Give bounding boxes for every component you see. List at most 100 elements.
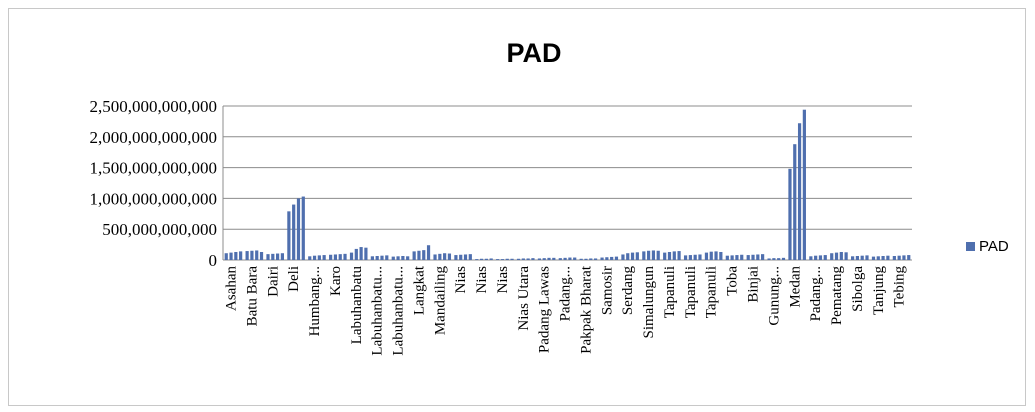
bar xyxy=(823,255,827,260)
bar xyxy=(772,258,776,260)
bar xyxy=(626,253,630,260)
bar xyxy=(489,258,493,260)
bar xyxy=(250,250,254,260)
x-category-label: Tapanuli xyxy=(683,266,699,318)
bar xyxy=(280,253,284,260)
bar xyxy=(396,256,400,260)
x-category-label: Labuhanbatu xyxy=(349,266,365,345)
x-category-label: Simalungun xyxy=(641,266,657,339)
bar xyxy=(688,255,692,260)
bar xyxy=(621,254,625,260)
bar xyxy=(584,258,588,260)
bar xyxy=(860,255,864,260)
y-tick-label: 500,000,000,000 xyxy=(102,220,217,239)
bar xyxy=(802,109,806,260)
bar xyxy=(349,252,354,260)
bar xyxy=(647,250,651,260)
x-category-label: Medan xyxy=(787,266,803,308)
bar xyxy=(510,258,514,260)
x-category-label: Nias Utara xyxy=(516,266,532,331)
x-category-label: Padang... xyxy=(808,266,824,321)
bar xyxy=(338,254,342,260)
x-category-label: Dairi xyxy=(265,266,281,297)
y-tick-label: 2,000,000,000,000 xyxy=(90,128,218,147)
bar xyxy=(354,248,358,260)
bar xyxy=(271,253,275,260)
bar xyxy=(605,257,609,260)
bar xyxy=(417,250,421,260)
bar xyxy=(677,251,681,260)
bar xyxy=(563,257,567,260)
x-category-label: Pakpak Bharat xyxy=(579,265,595,354)
bar xyxy=(329,254,333,260)
legend-label-pad: PAD xyxy=(979,238,1009,255)
bar xyxy=(667,251,672,260)
x-category-label: Labuhanbatu... xyxy=(391,266,407,356)
bar xyxy=(301,196,305,260)
chart-container: PAD 0 500,000,000,000 1,000,000,000,000 1,5… xyxy=(8,8,1026,406)
bar xyxy=(308,256,312,260)
pad-chart: PAD 0 500,000,000,000 1,000,000,000,000 1,5… xyxy=(90,38,1009,356)
bar xyxy=(287,211,291,260)
bar xyxy=(234,251,238,260)
bar xyxy=(844,252,848,260)
x-category-label: Humbang... xyxy=(307,266,323,336)
bar xyxy=(593,258,598,260)
bar xyxy=(239,251,243,260)
bar xyxy=(317,255,321,260)
bar xyxy=(651,250,656,260)
y-tick-label: 1,000,000,000,000 xyxy=(90,189,218,208)
bar xyxy=(558,258,562,260)
bar xyxy=(475,259,479,260)
x-category-label: Toba xyxy=(725,266,741,296)
bar xyxy=(814,255,818,260)
bar xyxy=(266,254,270,260)
x-category-label: Nias xyxy=(453,266,469,294)
bar xyxy=(370,256,374,260)
chart-title: PAD xyxy=(506,38,561,68)
bar xyxy=(375,256,379,260)
bar xyxy=(412,251,416,260)
x-category-label: Serdang xyxy=(620,266,636,316)
bar xyxy=(380,255,384,260)
bar xyxy=(761,254,765,260)
y-tick-label: 0 xyxy=(209,251,218,270)
bar xyxy=(876,256,880,260)
bar xyxy=(735,255,739,260)
bar xyxy=(751,254,755,260)
bar xyxy=(719,251,723,260)
bar xyxy=(635,252,639,260)
bar xyxy=(709,251,713,260)
bar xyxy=(809,256,813,260)
x-category-label: Pematang xyxy=(829,266,845,326)
x-category-label: Karo xyxy=(328,266,344,296)
bar xyxy=(255,250,259,260)
x-category-label: Padang... xyxy=(558,266,574,321)
bar xyxy=(359,247,363,260)
bar xyxy=(296,198,301,260)
bar xyxy=(714,251,718,260)
bar xyxy=(781,257,786,260)
x-category-label: Asahan xyxy=(224,266,240,311)
bar xyxy=(614,256,619,260)
bar xyxy=(526,258,530,260)
legend-swatch-pad xyxy=(966,242,975,251)
bar xyxy=(322,255,326,260)
bar xyxy=(881,256,885,260)
bar xyxy=(496,259,500,260)
bar xyxy=(447,253,452,260)
bar xyxy=(740,254,744,260)
x-axis-labels: Asahan Batu Bara Dairi Deli Humbang... Karo La… xyxy=(224,265,908,355)
bar xyxy=(259,251,264,260)
bar xyxy=(600,257,604,260)
bar xyxy=(797,123,802,260)
bars xyxy=(224,109,911,260)
bar xyxy=(818,255,823,260)
bar xyxy=(224,253,228,260)
x-category-label: Samosir xyxy=(599,266,615,315)
bar xyxy=(426,245,431,260)
bar xyxy=(793,144,797,260)
y-tick-label: 1,500,000,000,000 xyxy=(90,159,218,178)
x-category-label: Mandailing xyxy=(432,266,448,336)
bar xyxy=(343,253,347,260)
